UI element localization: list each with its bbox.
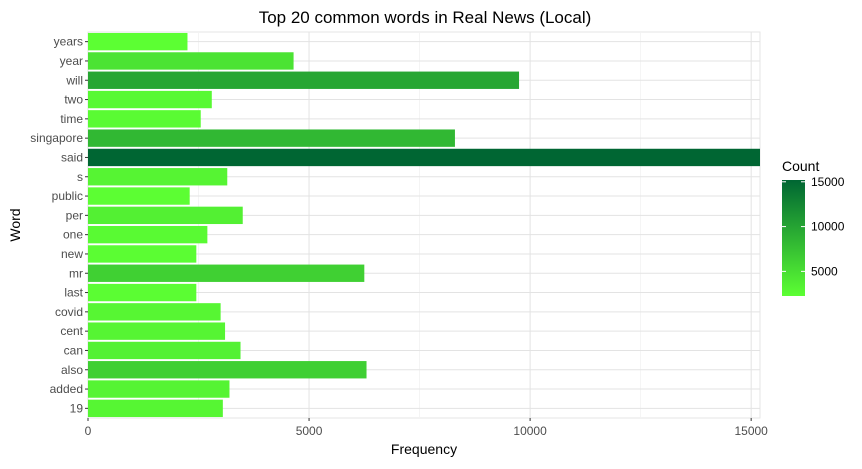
x-tick-label: 0 xyxy=(85,424,92,438)
bar-can xyxy=(88,341,241,360)
y-tick-label: cent xyxy=(60,324,83,338)
bar-s xyxy=(88,168,228,186)
y-tick-label: will xyxy=(65,73,83,87)
y-tick-label: new xyxy=(61,247,83,261)
bars xyxy=(88,32,760,418)
bar-mr xyxy=(88,264,365,282)
y-tick-label: s xyxy=(77,170,83,184)
legend-tick-label: 15000 xyxy=(811,175,845,189)
y-tick-label: also xyxy=(61,363,83,377)
bar-will xyxy=(88,71,520,89)
bar-covid xyxy=(88,303,221,321)
y-tick-labels: years year will two time singapore said s public… xyxy=(30,35,88,415)
y-tick-label: year xyxy=(60,54,83,68)
bar-two xyxy=(88,90,212,109)
y-tick-label: two xyxy=(64,93,83,107)
y-tick-label: can xyxy=(64,343,83,357)
y-tick-label: one xyxy=(63,228,83,242)
bar-new xyxy=(88,245,197,263)
legend-tick-label: 5000 xyxy=(811,264,838,278)
x-tick-label: 15000 xyxy=(734,424,768,438)
bar-one xyxy=(88,225,208,244)
x-tick-label: 5000 xyxy=(296,424,323,438)
y-tick-label: 19 xyxy=(70,401,84,415)
bar-per xyxy=(88,206,243,225)
bar-time xyxy=(88,110,201,128)
x-axis-title: Frequency xyxy=(391,441,457,457)
bar-public xyxy=(88,187,190,205)
bar-added xyxy=(88,380,230,398)
legend-colorbar xyxy=(782,180,805,296)
y-tick-label: added xyxy=(50,382,83,396)
bar-years xyxy=(88,32,188,51)
y-tick-label: years xyxy=(54,35,83,49)
bar-last xyxy=(88,283,197,302)
y-tick-label: per xyxy=(66,208,83,222)
bar-singapore xyxy=(88,129,455,147)
y-tick-label: singapore xyxy=(30,131,83,145)
chart-title: Top 20 common words in Real News (Local) xyxy=(259,8,592,27)
y-tick-label: said xyxy=(61,150,83,164)
legend-title: Count xyxy=(782,158,819,174)
y-axis-title: Word xyxy=(7,208,23,241)
legend-tick-label: 10000 xyxy=(811,220,845,234)
y-tick-label: covid xyxy=(55,305,83,319)
bar-cent xyxy=(88,322,226,340)
legend-ticks: 5000 10000 15000 xyxy=(782,175,845,278)
y-tick-label: time xyxy=(60,112,83,126)
bar-year xyxy=(88,52,294,70)
x-tick-labels: 0 5000 10000 15000 xyxy=(85,418,768,438)
bar-19 xyxy=(88,399,223,418)
y-tick-label: last xyxy=(64,286,83,300)
y-tick-label: mr xyxy=(69,266,83,280)
bar-said xyxy=(88,148,760,167)
legend: Count 5000 10000 15000 xyxy=(782,158,845,296)
plot-panel xyxy=(87,31,761,419)
x-tick-label: 10000 xyxy=(513,424,547,438)
bar-also xyxy=(88,361,367,379)
y-tick-label: public xyxy=(52,189,83,203)
